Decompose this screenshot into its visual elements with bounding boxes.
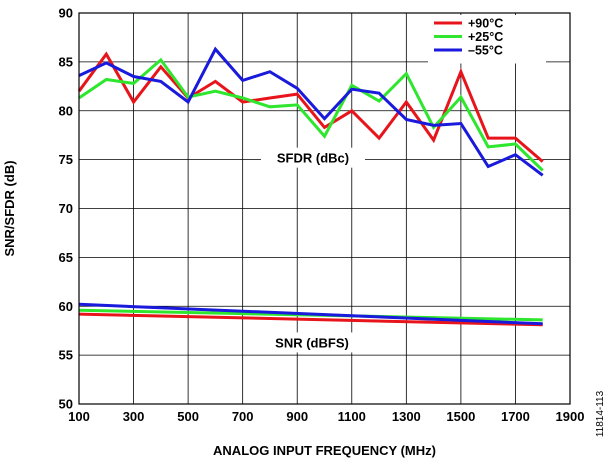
x-tick-label: 700 — [232, 409, 254, 424]
x-tick-label: 1300 — [392, 409, 421, 424]
series-line-snr-90-c — [78, 312, 543, 327]
series-line-sfdr-25-c — [78, 57, 544, 172]
x-tick-label: 1100 — [338, 409, 366, 424]
snr-label-background — [259, 332, 365, 353]
snr-annotation: SNR (dBFS) — [275, 335, 349, 350]
x-tick-label: 100 — [68, 409, 90, 424]
series-line-snr-55-c — [78, 302, 543, 326]
y-tick-label: 50 — [59, 397, 73, 412]
legend: +90°C+25°C–55°C — [428, 15, 546, 64]
legend-label: +90°C — [468, 17, 503, 31]
y-tick-label: 55 — [59, 348, 73, 363]
series-line-sfdr-55-c — [78, 46, 544, 177]
series-lines — [77, 46, 544, 327]
y-tick-label: 80 — [59, 103, 73, 118]
series-line-sfdr-90-c — [77, 51, 544, 163]
y-tick-label: 85 — [59, 54, 73, 69]
x-tick-label: 1500 — [446, 409, 475, 424]
y-tick-label: 90 — [59, 6, 73, 21]
x-tick-label: 500 — [177, 409, 199, 424]
y-tick-label: 60 — [59, 299, 73, 314]
plot-area-frame — [78, 12, 571, 405]
y-tick-label: 70 — [59, 201, 73, 216]
figure-id: 11814-113 — [595, 390, 606, 437]
sfdr-annotation: SFDR (dBc) — [277, 151, 349, 166]
y-tick-label: 65 — [59, 250, 73, 265]
sfdr-label-background — [261, 147, 365, 168]
y-axis-title: SNR/SFDR (dB) — [2, 160, 17, 256]
x-tick-label: 1900 — [556, 409, 585, 424]
legend-label: –55°C — [468, 44, 503, 58]
x-axis-title: ANALOG INPUT FREQUENCY (MHz) — [213, 443, 436, 458]
tick-labels: 100 300 500 700 900 1100 1300 1500 1700 1900 50 55 6… — [59, 6, 585, 425]
x-tick-label: 900 — [286, 409, 308, 424]
x-tick-label: 300 — [123, 409, 145, 424]
y-tick-label: 75 — [59, 152, 73, 167]
legend-label: +25°C — [468, 30, 503, 44]
x-tick-label: 1700 — [501, 409, 530, 424]
